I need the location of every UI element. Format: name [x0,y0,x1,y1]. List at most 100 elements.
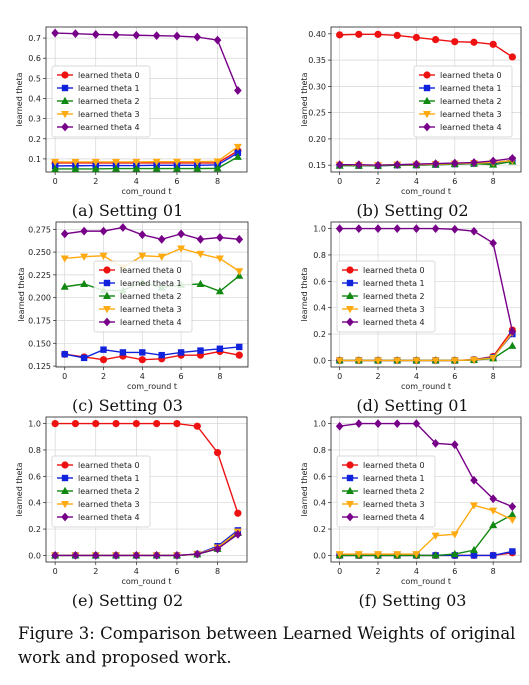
series-line-theta-3 [339,504,513,555]
data-point-theta-0 [112,419,120,428]
data-point-theta-3 [412,357,421,365]
x-tick-label: 8 [491,372,496,381]
legend-marker-theta-3 [346,306,354,314]
legend-box [51,455,151,528]
data-point-theta-4 [335,224,344,233]
x-tick-label: 8 [217,372,222,381]
x-tick-label: 0 [337,567,342,576]
x-tick-label: 2 [375,177,380,186]
data-point-theta-2 [469,545,478,554]
data-point-theta-2 [80,279,89,288]
x-tick-label: 2 [375,372,380,381]
data-point-theta-4 [196,234,205,244]
data-point-theta-0 [153,419,161,428]
legend-marker-theta-4 [346,317,354,327]
x-tick-label: 0 [53,567,58,576]
x-tick-label: 2 [101,372,106,381]
data-point-theta-1 [216,345,224,352]
y-tick-label: 0.2 [313,330,326,339]
y-tick-label: 0.8 [28,446,41,455]
y-tick-label: 0.20 [308,135,326,144]
legend-marker-theta-2 [103,291,111,299]
data-point-theta-4 [157,234,166,244]
y-axis-label: learned theta [15,72,24,126]
y-tick-label: 0.175 [28,316,51,325]
data-point-theta-4 [355,419,363,428]
series-theta-1 [51,149,242,170]
data-point-theta-0 [173,419,181,428]
data-point-theta-1 [139,349,146,356]
x-tick-label: 2 [93,177,98,186]
legend-label-theta-4: learned theta 4 [363,513,425,522]
data-point-theta-3 [91,158,100,167]
legend-label-theta-1: learned theta 1 [363,474,425,483]
data-point-theta-4 [193,549,202,559]
data-point-theta-0 [412,33,421,42]
data-point-theta-4 [71,551,80,560]
data-point-theta-3 [469,356,478,365]
data-point-theta-2 [196,279,205,288]
y-tick-label: 0.40 [308,30,326,39]
data-point-theta-4 [51,28,59,38]
data-point-theta-4 [470,158,478,167]
data-point-theta-2 [233,152,242,160]
y-tick-label: 0.4 [28,94,41,103]
series-line-theta-3 [64,247,240,272]
data-point-theta-4 [489,238,497,248]
subfigure-caption-a: (a) Setting 01 [71,201,184,220]
x-axis-label: com_round t [122,577,172,586]
data-point-theta-0 [451,38,459,46]
data-point-theta-4 [152,551,161,560]
legend-label-theta-0: learned theta 0 [440,71,502,80]
chart-f: 0.0 0.2 0.4 0.6 0.8 1.0 0 2 4 6 8 com_round t learne… [300,416,522,586]
legend-marker-theta-3 [103,306,111,314]
series-theta-2 [51,528,242,559]
data-point-theta-3 [51,158,60,167]
data-point-theta-4 [193,32,202,42]
data-point-theta-4 [80,226,88,236]
series-line-theta-2 [55,156,239,170]
series-line-theta-0 [55,150,239,164]
x-tick-label: 2 [93,567,98,576]
data-point-theta-4 [91,551,100,560]
data-point-theta-0 [132,419,140,428]
data-point-theta-2 [172,164,181,172]
legend-label-theta-3: learned theta 3 [363,500,425,509]
data-point-theta-4 [60,229,69,239]
series-theta-4 [335,153,517,170]
data-point-theta-3 [60,255,69,263]
x-tick-label: 0 [337,177,342,186]
x-axis-label: com_round t [127,382,177,391]
series-theta-4 [335,224,517,336]
data-point-theta-3 [172,158,181,166]
data-point-theta-0 [234,509,242,517]
data-point-theta-4 [412,159,421,169]
legend-label-theta-2: learned theta 2 [120,292,182,301]
legend-marker-theta-3 [346,501,354,509]
y-tick-label: 0.15 [308,161,326,170]
data-point-theta-4 [431,224,440,233]
data-point-theta-4 [355,224,363,233]
x-tick-label: 4 [414,567,419,576]
y-tick-label: 0.8 [313,446,326,455]
y-tick-label: 0.30 [308,82,326,91]
data-point-theta-3 [489,354,498,362]
plot-frame [330,416,522,563]
data-point-theta-3 [412,551,421,559]
data-point-theta-3 [132,158,141,167]
data-point-theta-0 [431,36,440,44]
chart-a: 0.1 0.2 0.3 0.4 0.5 0.6 0.7 0 2 4 6 8 com_round t lea… [15,26,248,196]
data-point-theta-4 [393,224,402,233]
data-point-theta-3 [213,158,222,166]
data-point-theta-0 [138,356,146,364]
data-point-theta-2 [152,164,161,172]
y-tick-label: 1.0 [313,225,326,234]
legend-label-theta-3: learned theta 3 [363,305,425,314]
data-point-theta-0 [393,31,401,40]
legend-marker-theta-1 [346,474,354,482]
x-tick-label: 8 [215,177,220,186]
y-axis-label: learned theta [15,462,24,516]
series-theta-3 [335,329,517,365]
data-point-theta-4 [450,440,459,450]
data-point-theta-3 [374,551,383,559]
